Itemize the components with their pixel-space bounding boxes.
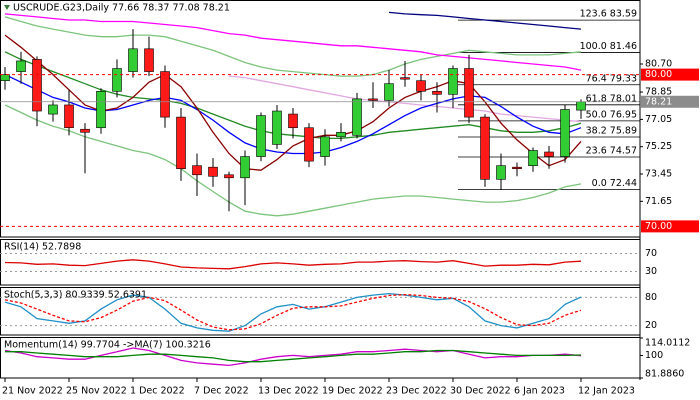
candle-body (352, 98, 362, 136)
candle-body (32, 59, 42, 112)
candle-body (400, 77, 410, 80)
candle-body (384, 83, 394, 101)
candle-body (112, 68, 122, 92)
y-tick-label: 70 (645, 248, 657, 259)
y-tick-label: 114.0112 (645, 338, 690, 349)
y-tick-label: 30 (645, 266, 657, 277)
candle-body (256, 115, 266, 157)
chart-title: USCRUDE.G23,Daily 77.66 78.37 77.08 78.2… (13, 3, 230, 14)
candle-body (448, 68, 458, 95)
x-tick-label: 1 Dec 2022 (130, 386, 185, 397)
candle-body (192, 165, 202, 176)
candle-body (512, 166, 522, 170)
x-tick-label: 12 Jan 2023 (578, 386, 635, 397)
candle-body (64, 104, 74, 129)
indicator-line (4, 13, 582, 71)
x-tick-label: 25 Nov 2022 (66, 386, 127, 397)
x-tick-label: 6 Jan 2023 (514, 386, 565, 397)
indicator-line (4, 104, 582, 217)
indicator-title: Stoch(5,3,3) 80.9339 52.6391 (4, 290, 147, 301)
last-price-box (641, 95, 699, 108)
candle-body (208, 166, 218, 177)
candle-body (80, 128, 90, 133)
candle-body (176, 116, 186, 170)
candle-body (576, 101, 586, 111)
indicator-title: Momentum(14) 99.7704 ->MA(7) 100.3216 (4, 340, 211, 351)
candle-body (480, 116, 490, 180)
candle-body (304, 127, 314, 162)
y-tick-label: 77.05 (645, 114, 672, 125)
x-tick-label: 19 Dec 2022 (322, 386, 383, 397)
last-price-label: 78.21 (645, 96, 672, 107)
x-tick-label: 13 Dec 2022 (258, 386, 319, 397)
candle-body (336, 131, 346, 138)
indicator-line (4, 347, 582, 367)
candle-body (48, 104, 58, 115)
candle-body (432, 91, 442, 95)
candle-body (272, 110, 282, 145)
candle-body (288, 113, 298, 129)
candle-body (160, 71, 170, 118)
y-tick-label: 71.65 (645, 196, 672, 207)
y-tick-label: 78.85 (645, 87, 672, 98)
fib-label: 76.4 79.33 (586, 73, 637, 84)
y-tick-label: 20 (645, 320, 657, 331)
candle-body (528, 150, 538, 166)
y-tick-label: 100 (645, 350, 663, 361)
price-level-label: 70.00 (645, 221, 672, 232)
indicator-line (4, 293, 582, 331)
fib-label: 38.2 75.89 (586, 125, 637, 136)
fib-label: 0.0 72.44 (592, 178, 637, 189)
candle-body (464, 68, 474, 118)
candle-body (544, 151, 554, 157)
candle-body (144, 48, 154, 72)
y-tick-label: 75.25 (645, 141, 672, 152)
candle-body (560, 109, 570, 157)
candle-body (16, 60, 26, 72)
candle-body (416, 80, 426, 92)
fib-label: 123.6 83.59 (580, 9, 637, 20)
fib-label: 100.0 81.46 (580, 41, 637, 52)
price-level-box (641, 220, 699, 233)
indicator-line (5, 349, 582, 363)
title-icon (4, 5, 10, 10)
y-tick-label: 80 (645, 292, 657, 303)
indicator-title: RSI(14) 52.7898 (4, 242, 81, 253)
candle-body (0, 74, 10, 81)
x-tick-label: 30 Dec 2022 (450, 386, 511, 397)
x-tick-label: 7 Dec 2022 (194, 386, 249, 397)
y-tick-label: 80.70 (645, 58, 672, 69)
candle-body (128, 48, 138, 72)
indicator-line (228, 75, 582, 123)
indicator-line (388, 11, 582, 30)
fib-label: 50.0 76.95 (586, 109, 637, 120)
fib-label: 23.6 74.57 (586, 146, 637, 157)
price-level-label: 80.00 (645, 69, 672, 80)
indicator-line (4, 259, 582, 270)
candle-body (240, 156, 250, 179)
candle-body (368, 98, 378, 101)
indicator-line (4, 292, 582, 332)
y-tick-label: 81.8860 (645, 369, 684, 380)
candle-body (496, 165, 506, 180)
x-tick-label: 21 Nov 2022 (2, 386, 63, 397)
price-level-box (641, 68, 699, 81)
y-tick-label: 73.45 (645, 169, 672, 180)
x-tick-label: 23 Dec 2022 (386, 386, 447, 397)
candle-body (320, 136, 330, 157)
indicator-line (4, 16, 582, 77)
fib-label: 61.8 78.01 (586, 93, 637, 104)
candle-body (224, 174, 234, 179)
candle-body (96, 91, 106, 129)
